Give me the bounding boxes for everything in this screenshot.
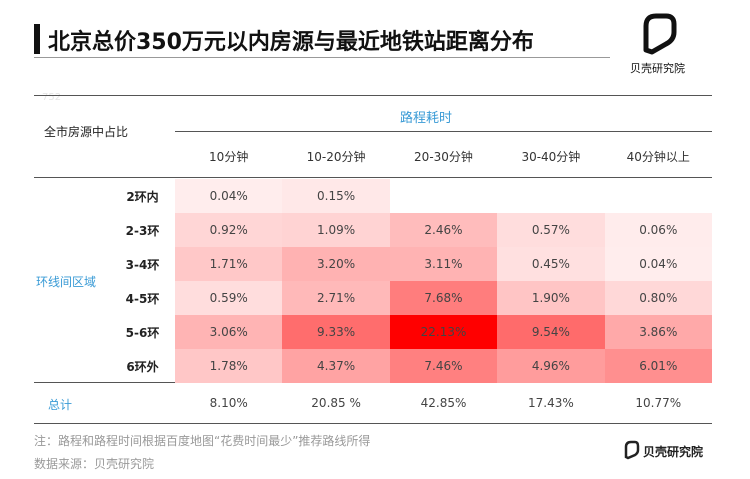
logo-text: 贝壳研究院 [630, 62, 685, 75]
column-header: 40分钟以上 [626, 149, 690, 164]
heat-cell: 3.11% [389, 247, 498, 281]
heat-cell: 9.33% [282, 315, 390, 349]
heat-cell: 4.96% [497, 349, 605, 383]
heat-cell: 3.86% [604, 315, 712, 349]
column-header: 10分钟 [209, 149, 249, 164]
row-label: 5-6环 [125, 325, 160, 340]
heat-cell: 1.78% [175, 349, 283, 383]
total-label: 总计 [48, 398, 73, 412]
watermark: 752 [42, 92, 62, 103]
total-rule [34, 423, 712, 424]
row-group-label: 环线间区域 [35, 275, 96, 289]
row-label: 4-5环 [125, 291, 160, 306]
total-cell: 10.77% [635, 396, 682, 410]
heat-cell: 0.15% [282, 179, 390, 213]
header-rule [34, 177, 712, 178]
heat-cell: 1.09% [282, 213, 390, 247]
heat-cell: 0.04% [175, 179, 283, 213]
heat-cell [497, 179, 604, 213]
heat-cell: 0.92% [175, 213, 283, 247]
heat-cell: 7.68% [389, 281, 498, 315]
heat-cell: 0.57% [497, 213, 605, 247]
row-label: 6环外 [126, 359, 159, 374]
row-label: 3-4环 [125, 257, 160, 272]
heat-cell: 0.04% [604, 247, 712, 281]
title: 北京总价350万元以内房源与最近地铁站距离分布 [48, 30, 534, 55]
heat-cell: 3.20% [282, 247, 390, 281]
corner-label: 全市房源中占比 [44, 125, 129, 139]
heat-cell: 2.71% [282, 281, 390, 315]
total-cell: 8.10% [209, 396, 248, 410]
heat-cell [605, 179, 712, 213]
row-label: 2-3环 [125, 223, 160, 238]
row-label: 2环内 [126, 189, 159, 204]
heat-cell: 1.90% [497, 281, 605, 315]
footer-logo-icon [624, 440, 640, 460]
title-bar [34, 24, 40, 54]
total-cell: 20.85 % [311, 396, 361, 410]
source: 数据来源：贝壳研究院 [34, 457, 155, 471]
heat-cell: 9.54% [497, 315, 605, 349]
heat-cell: 0.80% [604, 281, 712, 315]
heat-cell: 22.13% [389, 315, 498, 349]
heat-cell: 2.46% [389, 213, 498, 247]
total-cell: 42.85% [420, 396, 467, 410]
title-rule [34, 57, 610, 58]
column-header: 10-20分钟 [306, 149, 366, 164]
group-rule [175, 131, 712, 132]
heat-cell: 0.06% [604, 213, 712, 247]
heat-cell: 0.59% [175, 281, 283, 315]
table-top-rule [34, 95, 712, 96]
column-header: 20-30分钟 [414, 149, 473, 164]
total-cell: 17.43% [528, 396, 574, 410]
heat-cell [390, 179, 497, 213]
heat-cell: 0.45% [497, 247, 605, 281]
footer-logo-text: 贝壳研究院 [643, 445, 704, 459]
heat-cell: 1.71% [175, 247, 283, 281]
heat-cell: 4.37% [282, 349, 390, 383]
logo-icon [643, 13, 677, 55]
heat-cell: 3.06% [175, 315, 283, 349]
footnote: 注：路程和路程时间根据百度地图“花费时间最少”推荐路线所得 [34, 434, 371, 448]
group-header: 路程耗时 [400, 111, 453, 126]
column-header: 30-40分钟 [521, 149, 581, 164]
heat-cell: 7.46% [389, 349, 498, 383]
heat-cell: 6.01% [604, 349, 712, 383]
